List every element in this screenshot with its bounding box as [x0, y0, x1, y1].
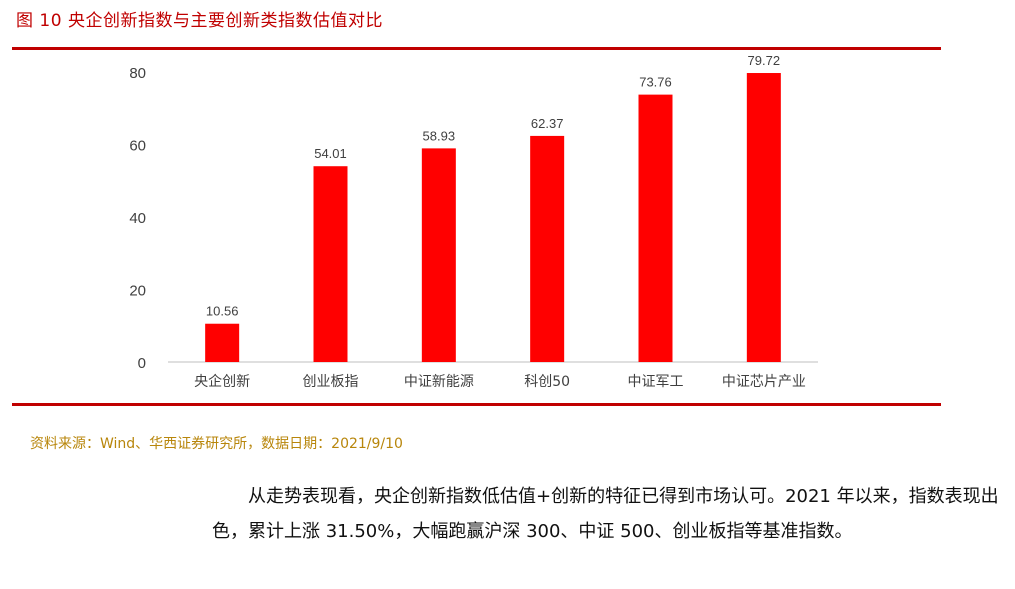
value-labels: 10.56 54.01 58.93 62.37 73.76 79.72 — [206, 53, 780, 319]
bar-value-label: 54.01 — [314, 146, 347, 161]
figure-title: 图 10 央企创新指数与主要创新类指数估值对比 — [16, 11, 383, 31]
paragraph-text: 从走势表现看，央企创新指数低估值+创新的特征已得到市场认可。2021 年以来，指… — [212, 486, 999, 542]
y-tick-label: 0 — [138, 355, 146, 372]
bars — [205, 73, 781, 362]
bar-value-label: 79.72 — [748, 53, 781, 68]
bar — [205, 323, 240, 362]
x-axis-labels: 央企创新 创业板指 中证新能源 科创50 中证军工 中证芯片产业 — [194, 373, 806, 390]
category-label: 央企创新 — [194, 373, 250, 390]
bottom-rule — [12, 403, 941, 406]
y-tick-label: 20 — [129, 283, 146, 300]
body-paragraph: 从走势表现看，央企创新指数低估值+创新的特征已得到市场认可。2021 年以来，指… — [212, 479, 1012, 549]
category-label: 创业板指 — [303, 374, 359, 390]
top-rule — [12, 47, 941, 50]
bar — [421, 148, 456, 362]
bar — [530, 135, 565, 362]
bar-chart: 0 20 40 60 80 10.56 54.01 58.93 62.37 73.76 79.72… — [129, 53, 818, 390]
bar-value-label: 62.37 — [531, 116, 564, 131]
y-axis-ticks: 0 20 40 60 80 — [129, 65, 146, 372]
category-label: 中证芯片产业 — [722, 374, 806, 390]
category-label: 中证军工 — [628, 374, 684, 390]
source-note: 资料来源：Wind、华西证券研究所，数据日期：2021/9/10 — [30, 436, 403, 452]
bar — [746, 73, 781, 362]
bar — [638, 94, 673, 362]
bar-value-label: 73.76 — [639, 75, 672, 90]
y-tick-label: 40 — [129, 210, 146, 227]
category-label: 中证新能源 — [404, 374, 474, 390]
bar-value-label: 58.93 — [423, 128, 456, 143]
category-label: 科创50 — [524, 374, 570, 390]
y-tick-label: 80 — [129, 65, 146, 82]
y-tick-label: 60 — [129, 138, 146, 155]
bar — [313, 166, 348, 362]
bar-value-label: 10.56 — [206, 304, 239, 319]
